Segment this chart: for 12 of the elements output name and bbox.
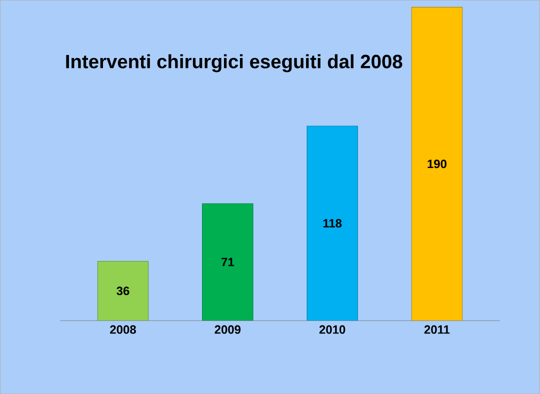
data-label: 36 (116, 286, 130, 296)
bar (306, 126, 358, 321)
x-tick-label: 2008 (110, 325, 136, 334)
data-label: 71 (222, 258, 234, 266)
data-label: 118 (323, 218, 342, 228)
text: Interventi chirurgici eseguiti dal 2008 (66, 54, 402, 72)
data-label: 190 (428, 160, 446, 168)
x-tick-label: 2010 (319, 325, 346, 334)
x-tick-label: 2009 (214, 325, 241, 334)
bar (411, 6, 463, 321)
bar (202, 203, 254, 321)
x-tick-label: 2011 (424, 325, 450, 334)
